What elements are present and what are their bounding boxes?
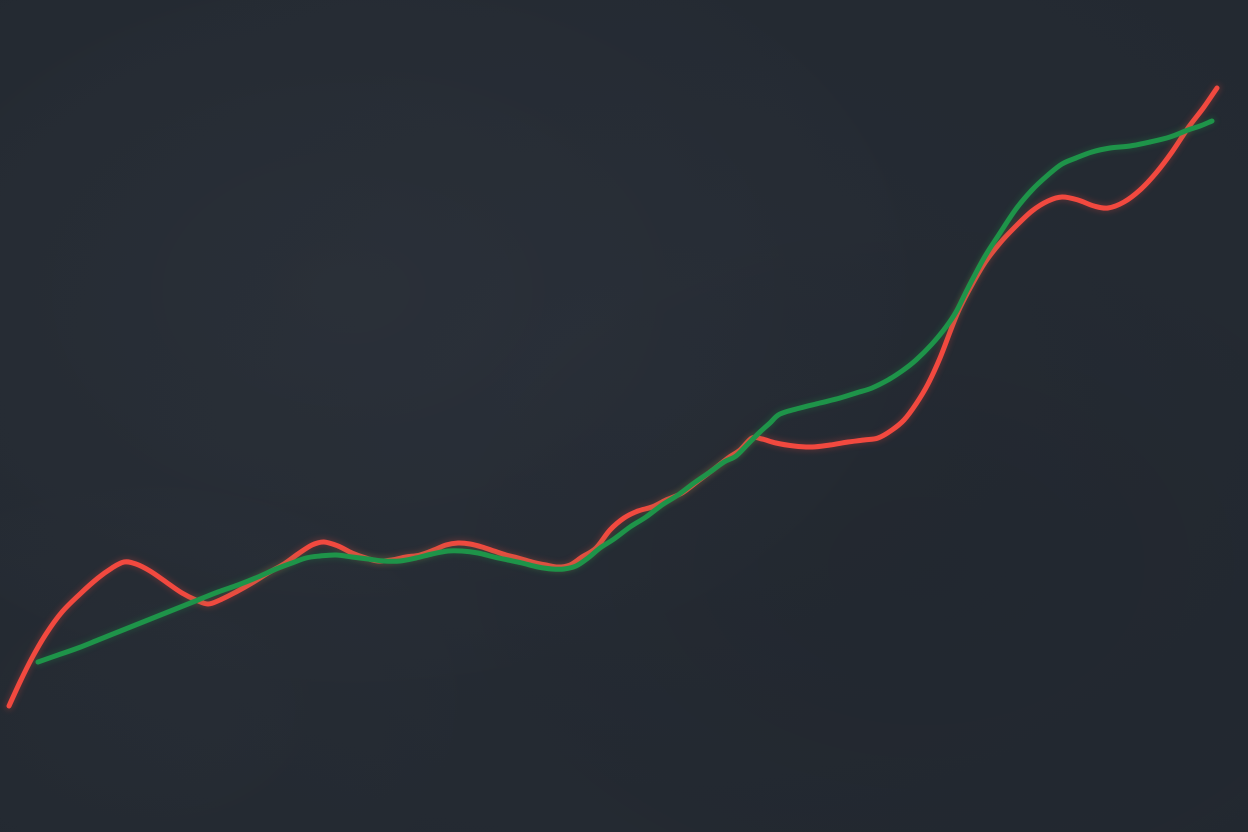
green-line-path <box>35 118 1215 665</box>
chart-series-group <box>4 83 1222 711</box>
green-line-glow <box>33 116 1217 667</box>
